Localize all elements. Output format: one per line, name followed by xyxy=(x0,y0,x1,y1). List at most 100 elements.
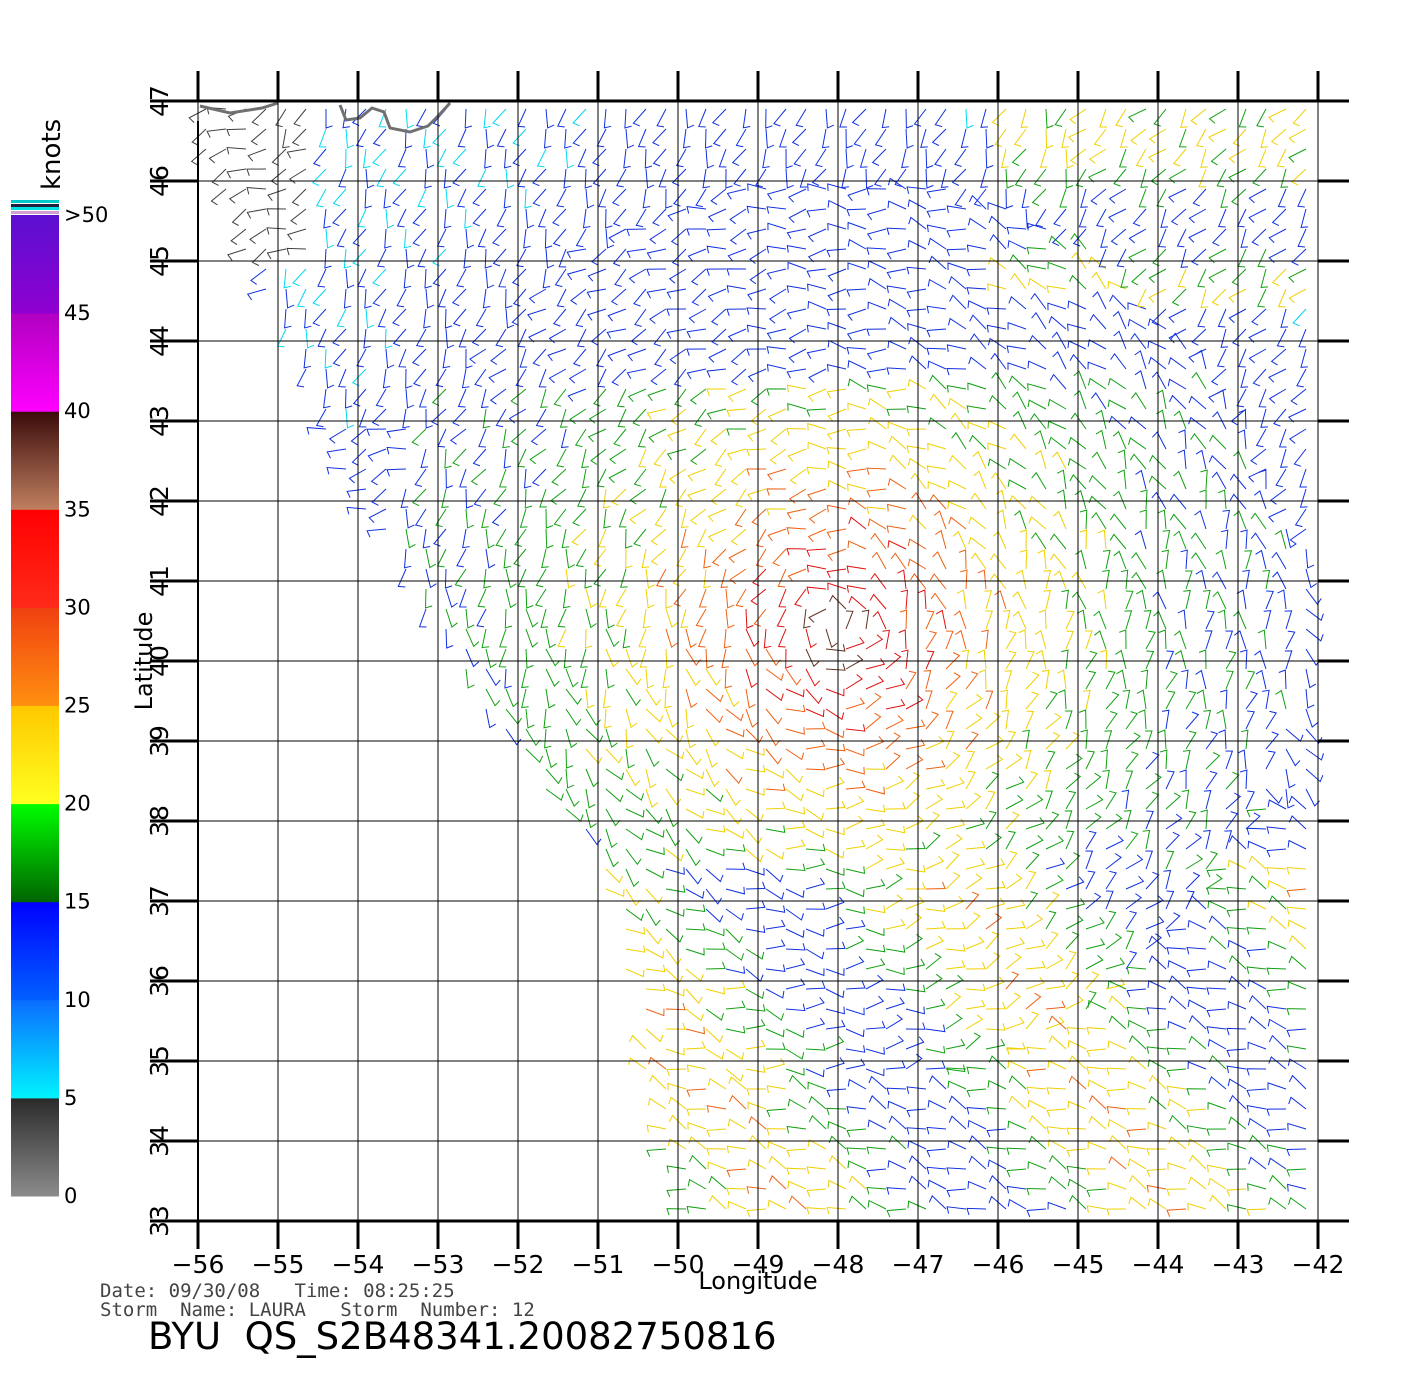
wind-barb xyxy=(965,891,980,910)
wind-barb xyxy=(1206,1128,1227,1136)
wind-barb xyxy=(1035,208,1047,228)
wind-barb xyxy=(665,188,673,209)
wind-barb xyxy=(1254,650,1267,670)
wind-barb xyxy=(1244,550,1253,570)
wind-barb xyxy=(987,201,1007,210)
wind-barb xyxy=(324,248,332,269)
wind-barb xyxy=(653,328,667,347)
wind-barb xyxy=(847,1160,867,1170)
wind-barb xyxy=(1116,248,1127,268)
wind-barb xyxy=(503,548,512,569)
wind-barb xyxy=(845,1058,866,1070)
wind-barb xyxy=(1065,898,1086,910)
wind-barb xyxy=(463,248,471,269)
colorbar-label: 0 xyxy=(64,1184,77,1208)
wind-barb xyxy=(745,1065,766,1073)
wind-barb xyxy=(1270,348,1287,366)
wind-barb xyxy=(847,360,867,370)
wind-barb xyxy=(871,148,887,166)
wind-barb xyxy=(580,668,589,688)
wind-barb xyxy=(870,532,887,550)
wind-barb xyxy=(745,900,766,910)
wind-barb xyxy=(730,368,747,386)
wind-barb xyxy=(405,388,415,409)
wind-barb xyxy=(872,610,887,630)
wind-barb xyxy=(1048,315,1067,330)
wind-barb xyxy=(788,1074,807,1090)
wind-barb xyxy=(925,904,946,912)
wind-barb xyxy=(1268,228,1287,243)
wind-barb xyxy=(765,783,786,792)
wind-barb xyxy=(986,1128,1007,1138)
wind-barb xyxy=(1059,188,1067,208)
wind-barb xyxy=(945,818,966,830)
wind-barb xyxy=(538,368,547,388)
wind-barb xyxy=(668,468,687,484)
wind-barb xyxy=(698,588,707,608)
wind-barb xyxy=(926,1148,947,1158)
wind-barb xyxy=(1008,1095,1027,1110)
wind-barb xyxy=(807,300,827,310)
wind-barb xyxy=(605,868,623,884)
wind-barb xyxy=(807,183,827,191)
wind-barb xyxy=(366,528,387,538)
wind-barb xyxy=(747,183,767,191)
wind-barb xyxy=(708,348,727,363)
wind-barb xyxy=(1257,288,1267,308)
wind-barb xyxy=(569,408,587,425)
wind-barb xyxy=(1085,830,1097,850)
wind-barb xyxy=(1067,300,1087,310)
wind-barb xyxy=(886,1187,907,1195)
wind-barb xyxy=(523,468,532,489)
wind-barb xyxy=(588,408,607,424)
wind-barb xyxy=(1268,1056,1287,1070)
wind-barb xyxy=(669,348,687,365)
wind-barb xyxy=(967,382,987,391)
wind-barb xyxy=(436,228,447,248)
wind-barb xyxy=(1286,1168,1307,1177)
wind-barb xyxy=(382,368,391,389)
wind-barb xyxy=(645,1008,665,1017)
wind-barb xyxy=(763,628,772,649)
wind-barb xyxy=(787,1180,807,1190)
wind-barb xyxy=(735,128,747,148)
wind-barb xyxy=(706,228,727,237)
wind-barb xyxy=(572,508,587,527)
wind-barb xyxy=(1216,709,1227,730)
wind-barb xyxy=(1023,750,1032,770)
wind-barb xyxy=(405,368,413,389)
wind-barb xyxy=(960,569,968,590)
wind-barb xyxy=(525,648,534,669)
wind-barb xyxy=(988,1195,1007,1210)
wind-barb xyxy=(1086,1048,1107,1058)
wind-barb xyxy=(1266,967,1287,976)
wind-barb xyxy=(1025,650,1035,670)
wind-barb xyxy=(926,1126,947,1135)
wind-barb xyxy=(519,348,528,368)
wind-barb xyxy=(927,278,947,290)
wind-barb xyxy=(1200,288,1209,308)
wind-barb xyxy=(490,348,507,365)
wind-barb xyxy=(695,608,707,628)
wind-barb xyxy=(825,988,845,999)
wind-barb xyxy=(629,1034,647,1050)
wind-barb xyxy=(1047,1060,1067,1070)
wind-barb xyxy=(317,328,327,348)
wind-barb xyxy=(1165,792,1182,810)
wind-barb xyxy=(1290,388,1307,406)
wind-barb xyxy=(645,847,665,856)
wind-barb xyxy=(685,708,695,729)
wind-barb xyxy=(687,1178,707,1190)
wind-barb xyxy=(488,368,507,383)
wind-barb xyxy=(645,888,663,904)
wind-barb xyxy=(1004,670,1013,690)
wind-barb xyxy=(848,497,867,510)
wind-barb xyxy=(989,553,1007,570)
wind-barb xyxy=(1305,608,1324,622)
wind-barb xyxy=(1049,533,1067,550)
wind-barb xyxy=(1099,649,1108,670)
wind-barb xyxy=(685,668,701,687)
wind-barb xyxy=(885,802,906,810)
wind-barb xyxy=(805,1068,825,1078)
wind-barb xyxy=(603,508,611,529)
